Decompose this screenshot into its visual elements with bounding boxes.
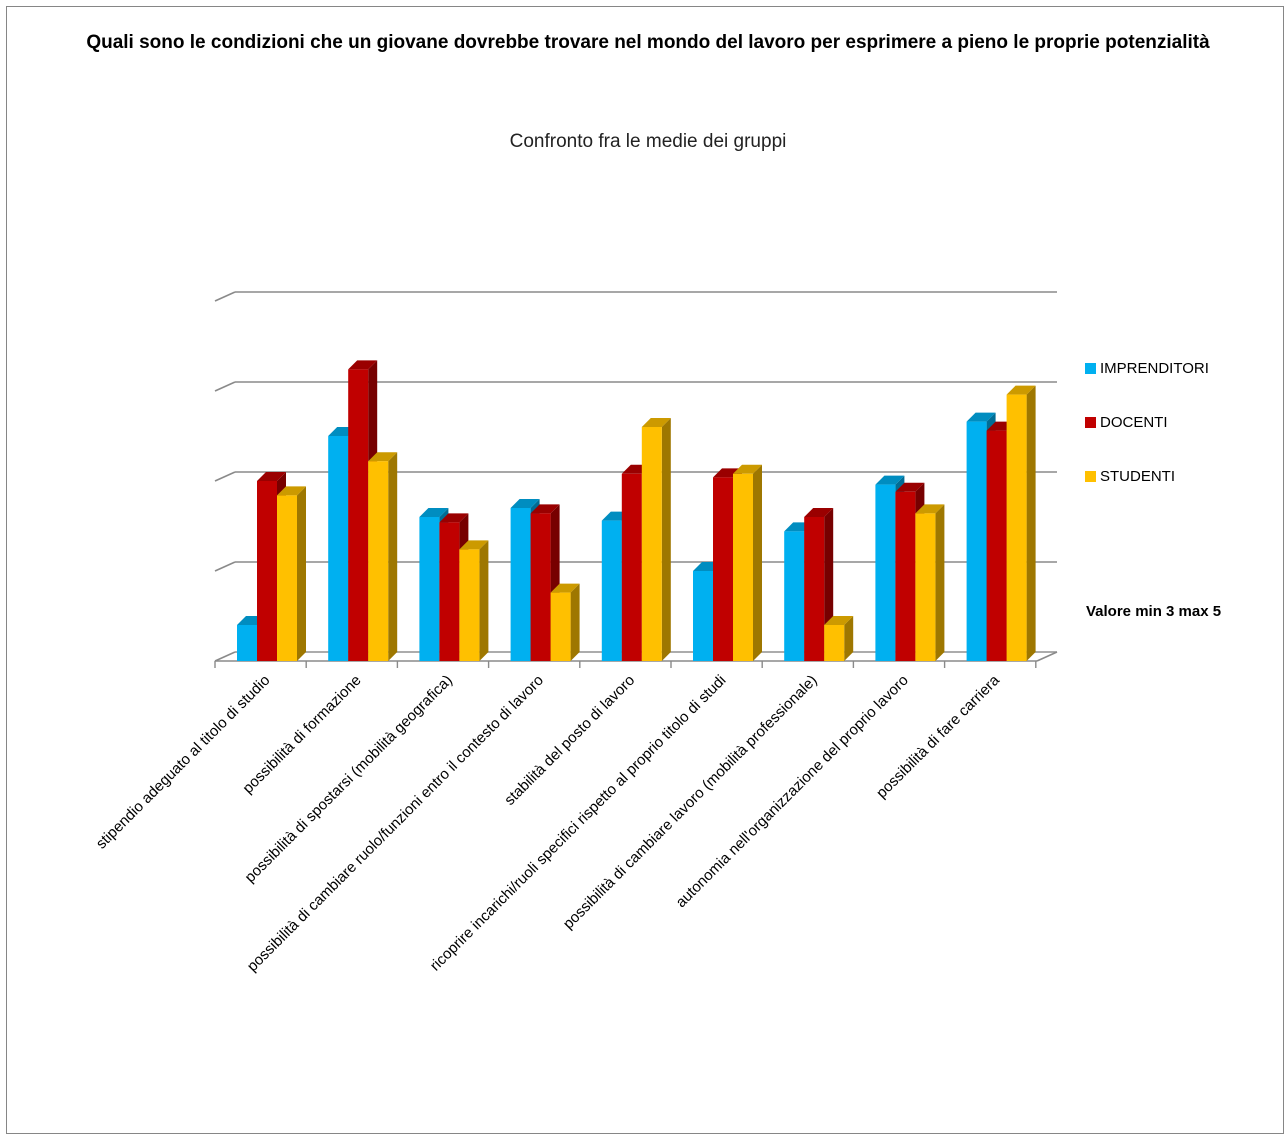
x-tick-label: stipendio adeguato al titolo di studio [93, 672, 274, 853]
bar-studenti-6 [824, 616, 854, 661]
chart-subtitle: Confronto fra le medie dei gruppi [509, 131, 787, 152]
bar-studenti-1 [368, 452, 398, 661]
bar-studenti-0 [277, 486, 306, 661]
x-tick-label: possibilità di spostarsi (mobilità geogr… [242, 672, 456, 886]
legend-item-imprenditori: IMPRENDITORI [1085, 358, 1209, 378]
legend-swatch-studenti [1085, 470, 1096, 482]
gridline-depth [214, 291, 236, 302]
gridline-depth [214, 651, 236, 662]
legend-label-studenti: STUDENTI [1100, 467, 1175, 485]
bar-studenti-5 [733, 464, 762, 661]
bar-studenti-3 [550, 583, 580, 661]
legend-swatch-imprenditori [1085, 362, 1096, 374]
value-range-note: Valore min 3 max 5 [1086, 603, 1222, 620]
bar-studenti-2 [459, 540, 489, 661]
x-tick-label: possibilità di cambiare ruolo/funzioni e… [244, 672, 547, 975]
legend-swatch-docenti [1085, 416, 1096, 428]
x-axis-depth [1036, 651, 1058, 662]
x-tick-label: ricoprire incarichi/ruoli specifici risp… [427, 672, 730, 975]
gridline-depth [214, 561, 236, 572]
legend-item-studenti: STUDENTI [1085, 466, 1175, 486]
legend-label-docenti: DOCENTI [1100, 413, 1168, 431]
bar-studenti-4 [641, 418, 671, 661]
gridline-depth [214, 381, 236, 392]
bar-studenti-7 [915, 504, 945, 661]
bar-studenti-8 [1006, 385, 1036, 661]
legend-label-imprenditori: IMPRENDITORI [1100, 359, 1209, 377]
gridline-depth [214, 471, 236, 482]
legend-item-docenti: DOCENTI [1085, 412, 1168, 432]
chart-title: Quali sono le condizioni che un giovane … [86, 32, 1210, 53]
